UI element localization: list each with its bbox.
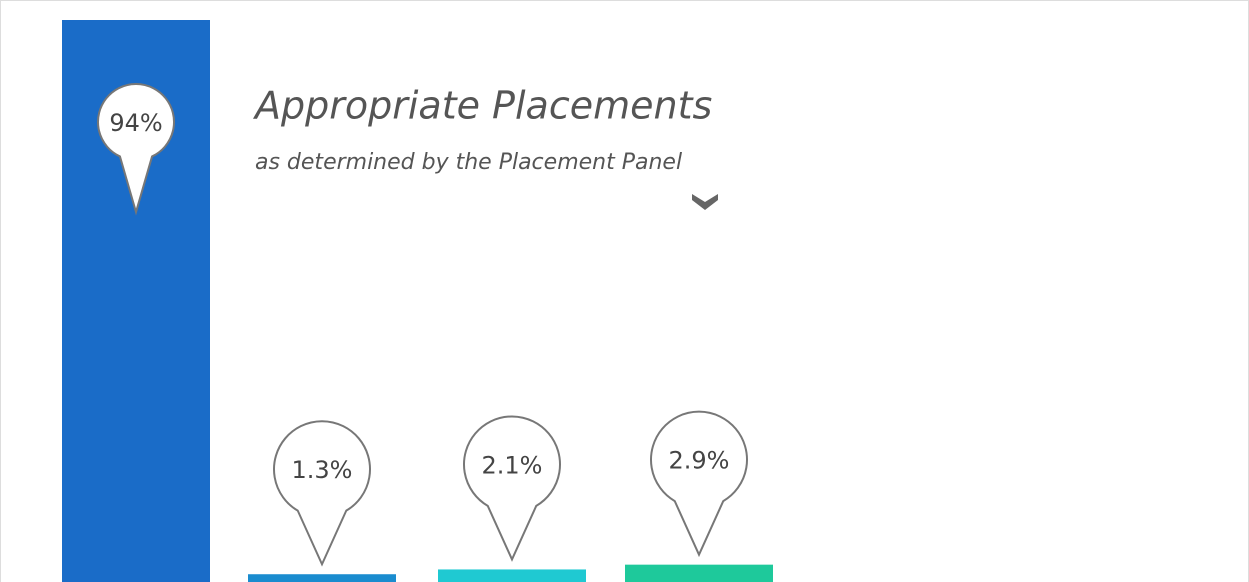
chart-subtitle: as determined by the Placement Panel [255, 150, 682, 175]
pin [463, 415, 561, 562]
value-label: 1.3% [292, 456, 353, 484]
bar [625, 564, 773, 582]
bar [438, 569, 586, 582]
value-label: 2.9% [669, 447, 730, 475]
chevron [692, 194, 718, 210]
chart-title: Appropriate Placements [252, 84, 712, 128]
pin [97, 83, 175, 216]
value-label: 2.1% [482, 451, 543, 479]
value-label: 94% [109, 109, 162, 137]
pin [650, 410, 748, 558]
bar [248, 574, 396, 582]
pin [273, 420, 371, 567]
